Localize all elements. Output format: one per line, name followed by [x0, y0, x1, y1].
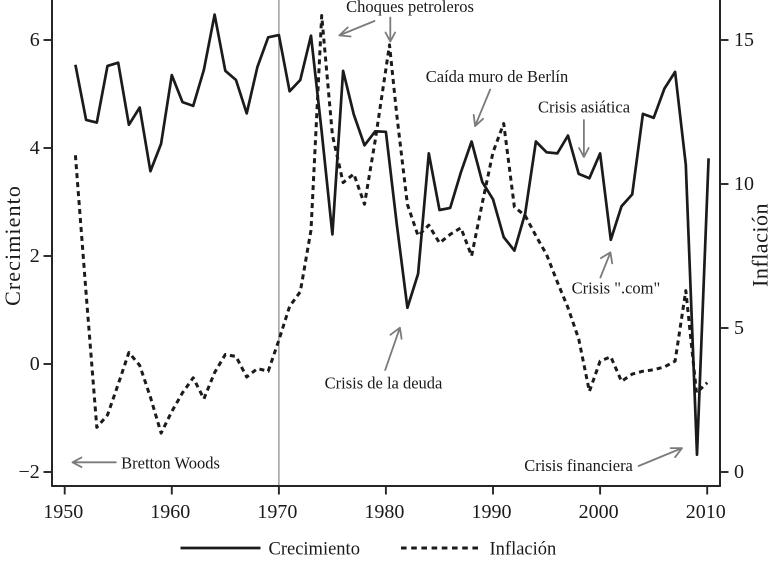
svg-text:Inflación: Inflación [490, 540, 557, 560]
svg-text:5: 5 [734, 317, 744, 339]
svg-text:Crisis financiera: Crisis financiera [524, 456, 633, 475]
svg-text:Crecimiento: Crecimiento [0, 185, 25, 306]
svg-text:2000: 2000 [579, 501, 619, 523]
svg-text:15: 15 [734, 29, 754, 51]
svg-text:Crisis ".com": Crisis ".com" [572, 279, 661, 298]
svg-text:Crisis asiática: Crisis asiática [538, 98, 631, 117]
svg-text:Crisis de la deuda: Crisis de la deuda [325, 374, 443, 393]
svg-text:0: 0 [30, 353, 40, 375]
svg-text:Bretton Woods: Bretton Woods [121, 454, 220, 473]
svg-text:2: 2 [30, 245, 40, 267]
svg-text:2010: 2010 [686, 501, 726, 523]
svg-text:1960: 1960 [150, 501, 190, 523]
svg-text:Caída muro de Berlín: Caída muro de Berlín [426, 67, 569, 86]
svg-text:6: 6 [30, 29, 40, 51]
svg-text:4: 4 [30, 137, 40, 159]
svg-text:1990: 1990 [472, 501, 512, 523]
svg-text:0: 0 [734, 461, 744, 483]
svg-text:1980: 1980 [364, 501, 404, 523]
svg-text:Choques petroleros: Choques petroleros [346, 0, 474, 16]
svg-text:10: 10 [734, 173, 754, 195]
svg-text:Inflación: Inflación [748, 203, 768, 287]
svg-text:1970: 1970 [257, 501, 297, 523]
svg-text:1950: 1950 [43, 501, 83, 523]
svg-text:−2: −2 [19, 461, 40, 483]
svg-text:Crecimiento: Crecimiento [269, 540, 360, 560]
